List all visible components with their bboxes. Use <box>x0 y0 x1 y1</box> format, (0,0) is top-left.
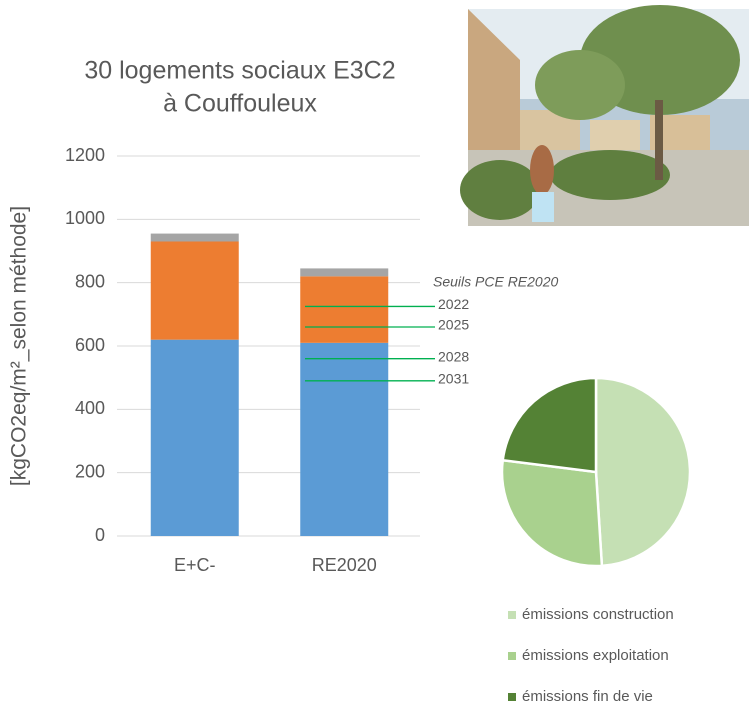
bar-segment <box>150 241 239 340</box>
chart-title: 30 logements sociaux E3C2 <box>84 57 395 85</box>
y-tick-label: 400 <box>75 398 105 418</box>
legend-swatch <box>508 611 516 619</box>
bar-segment <box>150 339 239 536</box>
bar-segment <box>300 342 389 536</box>
legend-label: émissions fin de vie <box>522 688 653 702</box>
thresholds-title: Seuils PCE RE2020 <box>433 274 559 290</box>
y-tick-label: 1000 <box>65 208 105 228</box>
bar-segment <box>150 233 239 242</box>
pie-slice <box>594 376 692 568</box>
legend-label: émissions construction <box>522 606 674 623</box>
x-tick-label: E+C- <box>174 555 216 575</box>
bar-segment <box>300 268 389 277</box>
y-tick-label: 200 <box>75 461 105 481</box>
legend-swatch <box>508 652 516 660</box>
chart-title: à Couffouleux <box>163 90 317 118</box>
pie-slice <box>501 376 598 474</box>
x-tick-label: RE2020 <box>312 555 377 575</box>
threshold-label: 2031 <box>438 371 469 387</box>
photo <box>460 5 749 226</box>
y-tick-label: 1200 <box>65 145 105 165</box>
y-tick-label: 800 <box>75 271 105 291</box>
threshold-label: 2022 <box>438 296 469 312</box>
legend-swatch <box>508 693 516 701</box>
pie-slice <box>500 458 604 568</box>
bar-segment <box>300 276 389 343</box>
threshold-label: 2028 <box>438 348 469 364</box>
y-tick-label: 600 <box>75 335 105 355</box>
legend-label: émissions exploitation <box>522 647 669 664</box>
y-tick-label: 0 <box>95 525 105 545</box>
y-axis-label: [kgCO2eq/m²_selon méthode] <box>8 206 31 486</box>
threshold-label: 2025 <box>438 317 469 333</box>
